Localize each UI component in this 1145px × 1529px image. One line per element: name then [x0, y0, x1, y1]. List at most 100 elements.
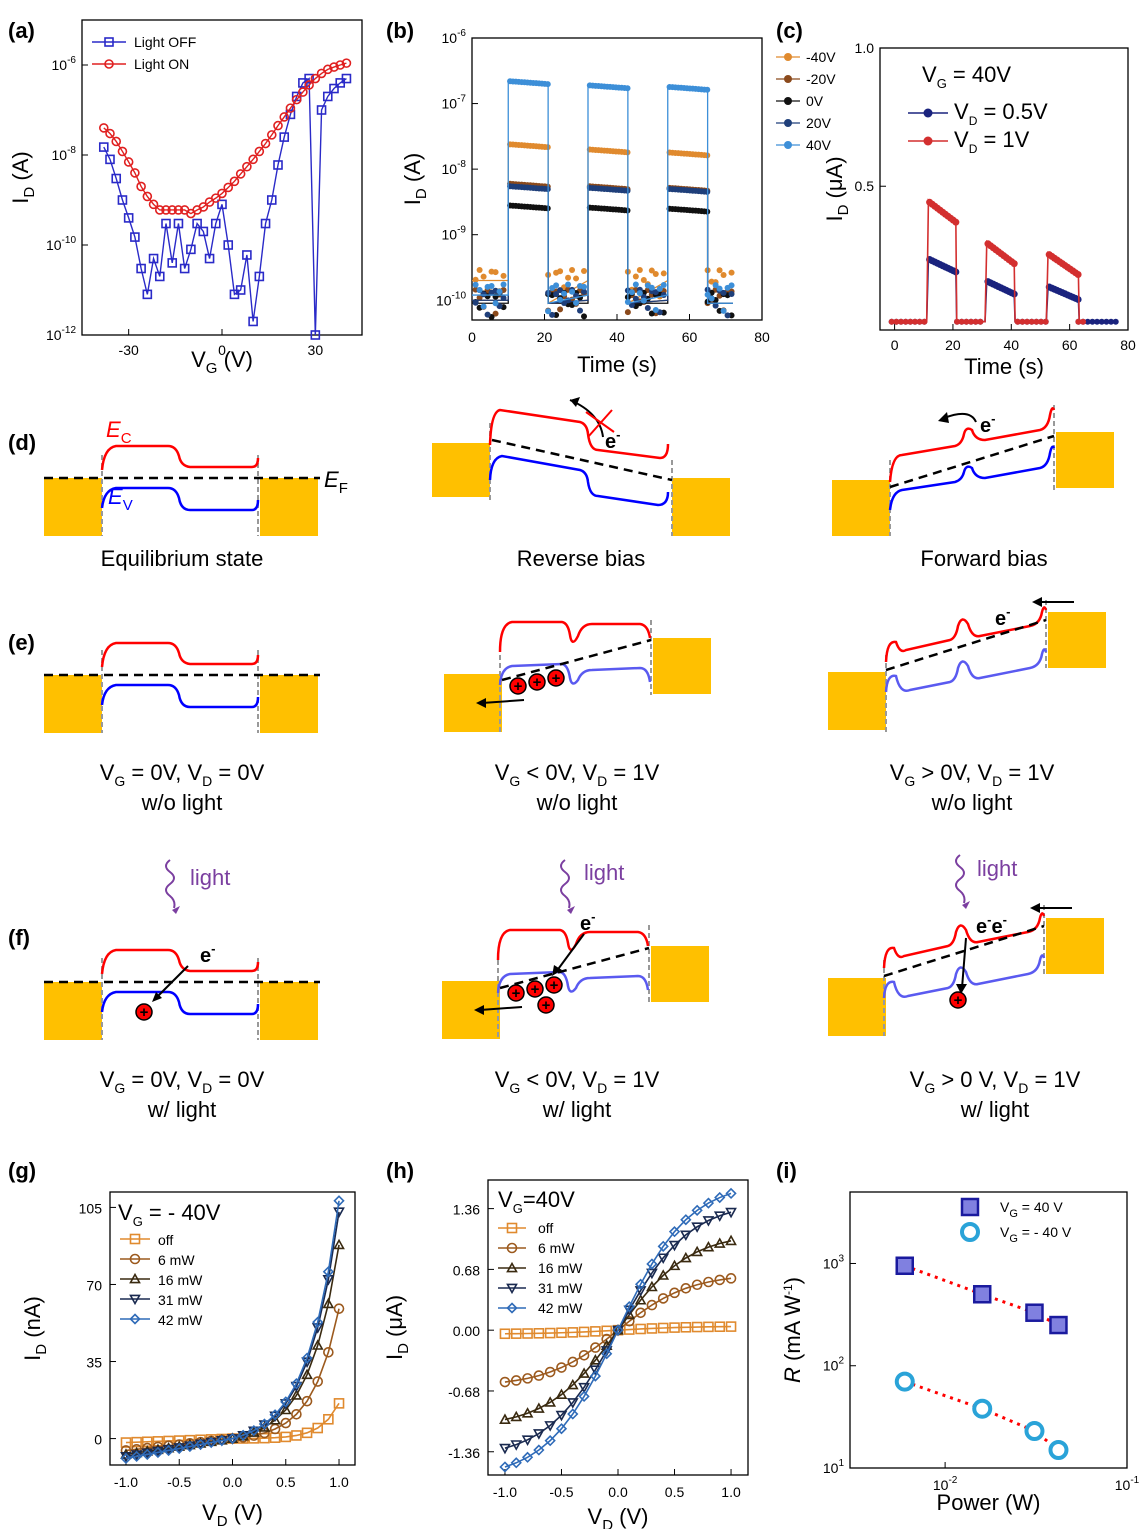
light-wave-icon [165, 859, 176, 909]
svg-text:+: + [533, 674, 542, 691]
data-point [510, 1440, 523, 1451]
data-point [632, 295, 639, 302]
data-point [161, 205, 171, 215]
data-point [668, 1226, 681, 1238]
data-point [499, 1328, 511, 1340]
data-point [130, 1450, 143, 1463]
data-point [322, 91, 333, 102]
legend-marker [506, 1222, 518, 1234]
data-point [691, 1321, 703, 1333]
fermi-level [499, 946, 650, 990]
caption-f-1-line2: w/ light [147, 1097, 216, 1122]
data-point [704, 291, 711, 298]
legend-marker [784, 53, 792, 61]
legend-label: 20V [806, 115, 832, 131]
caption-f-1-line1: VG = 0V, VD = 0V [100, 1067, 265, 1096]
panel-label-c: (c) [776, 18, 803, 43]
gate-voltage-annotation: VG=40V [498, 1187, 575, 1216]
y-tick-label: 35 [86, 1355, 102, 1371]
data-point [544, 1366, 556, 1378]
data-point [522, 1328, 533, 1339]
data-point [152, 1446, 164, 1459]
y-tick-label: 105 [79, 1200, 103, 1216]
data-point [280, 1396, 292, 1408]
data-point [1074, 271, 1082, 279]
data-point [258, 1418, 271, 1430]
panel-label-h: (h) [386, 1158, 414, 1183]
data-point [1108, 318, 1115, 325]
series-line [125, 1211, 340, 1458]
svg-text:+: + [140, 1004, 149, 1021]
data-point [557, 296, 564, 303]
data-point [720, 289, 727, 296]
data-point [161, 218, 171, 229]
panel-label-a: (a) [8, 18, 35, 43]
fermi-level [491, 438, 673, 482]
data-point [298, 87, 308, 97]
data-point [510, 1328, 522, 1339]
data-point [488, 283, 495, 290]
data-point [581, 283, 588, 290]
data-point [590, 1342, 601, 1353]
data-point [301, 1368, 313, 1380]
data-point [98, 142, 109, 152]
data-point [660, 270, 667, 277]
data-point [963, 318, 970, 325]
x-tick-label: 20 [945, 337, 961, 353]
metal-contact-left [828, 978, 886, 1036]
data-point [691, 1204, 703, 1216]
data-point [117, 195, 128, 205]
data-point [725, 1207, 737, 1219]
conduction-band [882, 912, 1046, 969]
data-point [657, 1253, 670, 1265]
legend-label: 42 mW [158, 1312, 203, 1328]
data-point [290, 1378, 303, 1390]
data-point [556, 1327, 567, 1339]
data-point [223, 240, 234, 250]
data-point [217, 199, 227, 210]
data-point [977, 318, 984, 325]
legend-label: VG = 40 V [1000, 1199, 1063, 1220]
data-point [260, 218, 271, 229]
conduction-band [100, 444, 260, 471]
x-tick-label: -0.5 [549, 1484, 573, 1500]
metal-contact-right [260, 675, 318, 733]
chart-h-id-vd-positive-gate: -1.0 -0.5 0.0 0.5 1.0 -1.36 -0.68 0.00 0.68 1.36 V… [382, 1179, 749, 1529]
data-point [499, 1376, 511, 1388]
x-tick-label: 0.0 [608, 1484, 628, 1500]
data-point [578, 1390, 590, 1403]
electron-label: e- [980, 411, 995, 437]
data-point [713, 1237, 726, 1248]
data-point [136, 181, 146, 192]
light-label: light [190, 865, 230, 890]
data-point [120, 1437, 132, 1448]
data-point [194, 1438, 207, 1451]
data-point [657, 1269, 670, 1280]
data-point [484, 311, 491, 318]
x-tick-label: 20 [537, 329, 553, 345]
chart-c-id-time-linear: 0 20 40 60 80 0.5 1.0 Time (s) ID (μA) VG = 40V VD… [822, 40, 1136, 379]
data-point [204, 253, 215, 264]
x-tick-label: 0 [468, 329, 476, 345]
chart-a-id-vg: -30 0 30 10-12 10-10 10-8 10-6 VG (V) ID (A) Ligh… [8, 19, 363, 377]
data-point [273, 160, 283, 170]
x-tick-label: 10-2 [933, 1475, 958, 1493]
data-point [142, 289, 153, 300]
legend-label: VD = 1V [954, 127, 1030, 156]
data-point [712, 302, 719, 309]
data-point [725, 1321, 737, 1332]
metal-contact-right [1046, 918, 1104, 974]
y-tick-label: 10-7 [442, 94, 467, 112]
data-point [322, 64, 333, 75]
data-point [322, 1297, 335, 1309]
data-point [1084, 318, 1091, 325]
data-point [301, 1395, 313, 1407]
data-point [652, 289, 659, 296]
axis-label: VG (V) [191, 347, 253, 377]
fermi-level [501, 638, 652, 682]
metal-contact-right [1056, 432, 1114, 488]
data-point [544, 1421, 557, 1432]
data-point [691, 1245, 703, 1257]
data-point [260, 138, 271, 149]
